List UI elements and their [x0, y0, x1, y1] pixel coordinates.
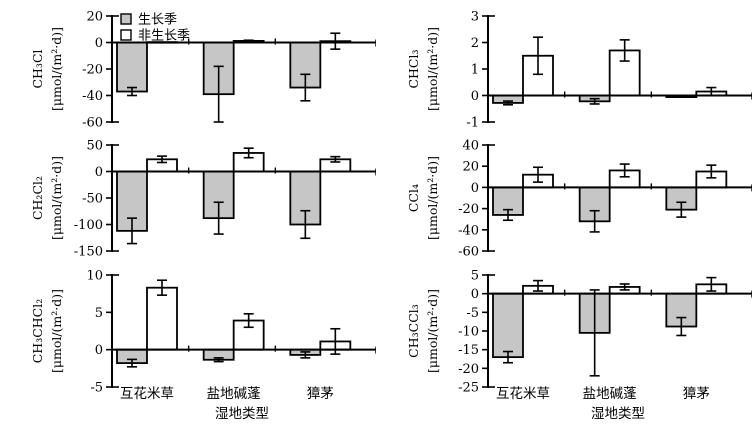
x-category-label: 盐地碱蓬 — [207, 386, 261, 402]
y-tick-label: -20 — [458, 202, 479, 217]
x-category-label: 互花米草 — [496, 386, 550, 402]
y-axis-unit-label: [μmol/(m²·d)] — [425, 156, 440, 240]
y-tick-label: 40 — [462, 139, 479, 154]
y-axis-compound-label: CH₃CHCl₂ — [30, 299, 45, 364]
chart-panel-ccl4: 40 20 0 -20 -40 -60 CCl₄ [μmol/(m²·d)] — [406, 139, 752, 260]
chart-panel-chcl3: 3 2 1 0 -1 CHCl₃ [μmol/(m²·d)] — [406, 10, 752, 131]
y-tick-label: 5 — [95, 306, 103, 321]
bar-nongrowing — [608, 49, 641, 97]
y-tick-label: 0 — [471, 89, 479, 104]
y-axis-unit-label: [μmol/(m²·d)] — [49, 289, 64, 373]
chart-panel-ch3ccl3: 5 0 -5 -10 -15 -20 -25 CH₃CCl₃ [μmol/(m²·d)] 互花米草… — [406, 270, 752, 422]
chart-panel-ch2cl2: 50 0 -50 -100 -150 CH₂Cl₂ [μmol/(m²·d)] — [30, 139, 376, 260]
y-tick-label: -60 — [82, 116, 103, 131]
legend-swatch-growing — [120, 13, 132, 25]
y-tick-label: 0 — [95, 343, 103, 358]
y-tick-label: 20 — [86, 10, 103, 25]
y-tick-label: -60 — [458, 245, 479, 260]
y-axis-compound-label: CH₃Cl — [30, 49, 45, 88]
y-tick-label: -150 — [74, 245, 103, 260]
bar-growing — [492, 292, 524, 359]
y-tick-label: -1 — [466, 116, 479, 131]
y-axis-compound-label: CH₃CCl₃ — [406, 304, 421, 358]
x-category-label: 盐地碱蓬 — [583, 386, 637, 402]
y-tick-label: 1 — [471, 63, 479, 78]
x-axis-title: 湿地类型 — [215, 406, 269, 422]
y-axis-unit-label: [μmol/(m²·d)] — [425, 289, 440, 373]
y-tick-label: -20 — [458, 362, 479, 377]
y-tick-label: 5 — [471, 270, 479, 284]
y-tick-label: 0 — [95, 165, 103, 180]
legend-swatch-nongrowing — [120, 29, 132, 41]
y-tick-label: -50 — [82, 192, 103, 207]
y-axis-compound-label: CHCl₃ — [406, 49, 421, 88]
y-tick-label: -40 — [458, 223, 479, 238]
chart-panel-ch3chcl2: 10 5 0 -5 CH₃CHCl₂ [μmol/(m²·d)] 互花米草 盐地碱蓬 獐茅湿地类… — [30, 270, 376, 422]
x-axis-title: 湿地类型 — [591, 406, 645, 422]
y-tick-label: 0 — [471, 287, 479, 302]
y-tick-label: 20 — [462, 160, 479, 175]
y-tick-label: -100 — [74, 218, 103, 233]
legend-label: 非生长季 — [138, 29, 190, 44]
bar-nongrowing — [146, 286, 178, 351]
y-axis-unit-label: [μmol/(m²·d)] — [49, 27, 64, 111]
y-axis-unit-label: [μmol/(m²·d)] — [425, 27, 440, 111]
x-category-label: 獐茅 — [307, 386, 334, 402]
y-tick-label: -20 — [82, 63, 103, 78]
y-tick-label: 3 — [471, 10, 479, 25]
y-tick-label: -10 — [458, 325, 479, 340]
y-tick-label: -40 — [82, 89, 103, 104]
y-tick-label: 2 — [471, 36, 479, 51]
y-axis-compound-label: CH₂Cl₂ — [30, 176, 45, 220]
y-tick-label: -5 — [466, 306, 479, 321]
y-tick-label: -5 — [90, 381, 103, 396]
y-tick-label: -15 — [458, 343, 479, 358]
x-category-label: 互花米草 — [120, 386, 174, 402]
bar-growing — [116, 41, 148, 93]
x-category-label: 獐茅 — [683, 386, 710, 402]
y-tick-label: 10 — [86, 270, 103, 284]
y-axis-compound-label: CCl₄ — [406, 184, 421, 212]
y-axis-unit-label: [μmol/(m²·d)] — [49, 156, 64, 240]
y-tick-label: 0 — [471, 181, 479, 196]
y-tick-label: 50 — [86, 139, 103, 154]
y-tick-label: 0 — [95, 36, 103, 51]
y-tick-label: -25 — [458, 381, 479, 396]
legend-label: 生长季 — [138, 13, 177, 28]
